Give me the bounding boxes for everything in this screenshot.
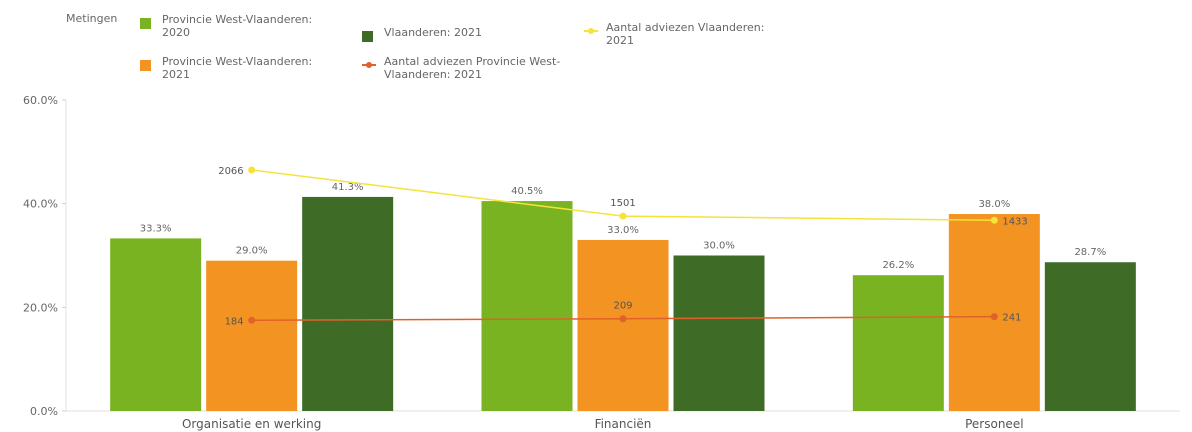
legend-label: Aantal adviezen Vlaanderen: 2021 xyxy=(606,21,765,47)
bar xyxy=(673,255,765,411)
y-tick-label: 20.0% xyxy=(23,301,58,314)
bar xyxy=(302,196,394,411)
legend-swatch xyxy=(140,60,151,71)
x-category-label: Financiën xyxy=(595,417,652,431)
bar-value-label: 26.2% xyxy=(882,260,914,271)
line-point xyxy=(248,316,256,324)
bar-value-label: 28.7% xyxy=(1074,247,1106,258)
line-point xyxy=(990,313,998,321)
line-point xyxy=(990,216,998,224)
bar-value-label: 29.0% xyxy=(236,246,268,257)
line-point xyxy=(248,166,256,174)
legend-label: Aantal adviezen Provincie West-Vlaandere… xyxy=(384,55,561,81)
bar-value-label: 33.0% xyxy=(607,225,639,236)
bar-value-label: 33.3% xyxy=(140,223,172,234)
legend-label: Provincie West-Vlaanderen: 2020 xyxy=(162,13,313,39)
bar-value-label: 30.0% xyxy=(703,241,735,252)
line-value-label: 241 xyxy=(1002,313,1021,324)
line-value-label: 184 xyxy=(225,316,244,327)
bar xyxy=(110,238,202,411)
bar-value-label: 40.5% xyxy=(511,186,543,197)
y-tick-label: 40.0% xyxy=(23,198,58,211)
line-value-label: 2066 xyxy=(218,166,243,177)
bar xyxy=(206,260,298,411)
legend-swatch xyxy=(140,18,151,29)
bar-value-label: 38.0% xyxy=(978,199,1010,210)
bar xyxy=(852,275,944,411)
bar-value-label: 41.3% xyxy=(332,182,364,193)
line-point xyxy=(619,212,627,220)
legend-line-swatch xyxy=(362,62,376,68)
line-point xyxy=(619,315,627,323)
x-category-label: Personeel xyxy=(965,417,1023,431)
legend-label: Vlaanderen: 2021 xyxy=(384,26,483,39)
bar xyxy=(577,239,669,411)
line-value-label: 1433 xyxy=(1002,216,1027,227)
x-category-label: Organisatie en werking xyxy=(182,417,321,431)
bar xyxy=(481,201,573,411)
bar xyxy=(1044,262,1136,411)
y-tick-label: 60.0% xyxy=(23,94,58,107)
legend-title: Metingen xyxy=(66,12,118,25)
legend-swatch xyxy=(362,31,373,42)
line-value-label: 1501 xyxy=(610,198,635,209)
legend-label: Provincie West-Vlaanderen: 2021 xyxy=(162,55,313,81)
y-tick-label: 0.0% xyxy=(30,405,58,418)
legend-line-swatch xyxy=(584,28,598,34)
bar xyxy=(948,214,1040,411)
line-value-label: 209 xyxy=(613,301,632,312)
